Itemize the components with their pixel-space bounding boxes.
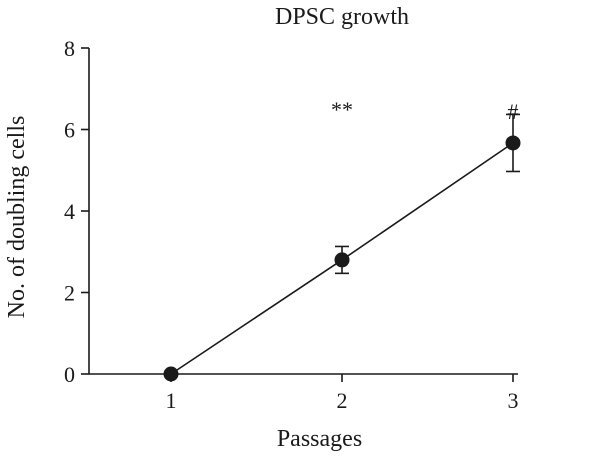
y-ticks: 0 2 4 6 8 (64, 36, 89, 387)
x-ticks: 1 2 3 (166, 374, 519, 413)
x-axis-label: Passages (277, 426, 362, 452)
chart-title: DPSC growth (275, 4, 409, 30)
y-tick-label: 2 (64, 281, 75, 306)
y-tick-label: 8 (64, 36, 75, 61)
series-layer (163, 113, 521, 382)
y-tick-label: 4 (64, 199, 75, 224)
significance-annotation: # (508, 99, 519, 124)
y-axis-label: No. of doubling cells (4, 116, 30, 319)
y-tick-label: 6 (64, 118, 75, 143)
data-point (163, 366, 179, 382)
y-axis: 0 2 4 6 8 (64, 36, 90, 387)
data-point (334, 252, 350, 268)
x-tick-label: 1 (166, 388, 177, 413)
annotation-layer: ** # (331, 97, 519, 124)
significance-annotation: ** (331, 97, 353, 122)
x-axis: 1 2 3 (89, 373, 519, 413)
data-point (505, 135, 521, 151)
x-tick-label: 2 (337, 388, 348, 413)
x-tick-label: 3 (508, 388, 519, 413)
y-tick-label: 0 (64, 362, 75, 387)
